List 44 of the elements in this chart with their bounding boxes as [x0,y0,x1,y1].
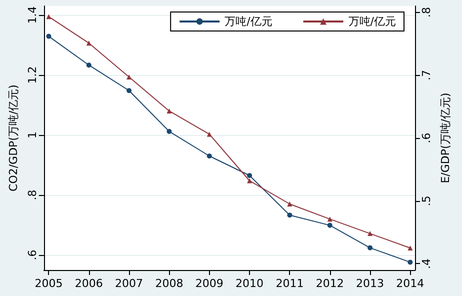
point [408,260,413,265]
x-tick-label: 2007 [115,277,144,290]
x-tick-label: 2009 [195,277,224,290]
x-tick-label: 2014 [396,277,424,290]
point [327,216,332,222]
y-axis-title: CO2/GDP(万吨/亿元) [7,84,20,192]
legend-label: 万吨/亿元 [348,15,396,28]
point [206,154,212,158]
y2-tick-label: .8 [420,7,433,18]
y-tick-label: .6 [26,250,39,260]
point [166,128,172,134]
y2-axis-title: E/GDP(万吨/亿元) [438,92,452,184]
point [126,88,132,94]
point [46,14,52,20]
point [86,40,92,46]
y-tick-label: .8 [26,190,39,200]
point [166,108,172,114]
y-tick-label: 1 [26,132,39,138]
y2-tick-label: .5 [420,196,433,206]
point [206,132,212,137]
point [247,178,252,184]
y2-tick-label: .4 [420,258,433,269]
point [327,222,332,228]
y-tick-label: 1.2 [26,66,39,84]
x-tick-label: 2012 [316,277,344,290]
legend-label: 万吨/亿元 [224,15,272,28]
point [86,62,92,68]
y-tick-label: 1.4 [26,6,39,24]
x-tick-label: 2005 [34,277,63,290]
point [368,245,373,250]
point [247,173,252,178]
x-tick-label: 2013 [356,277,384,290]
point [368,231,373,236]
point [287,212,292,218]
x-tick-label: 2011 [276,277,304,290]
point [46,34,52,39]
point [287,202,292,206]
point [126,74,132,80]
point [408,246,413,250]
y2-tick-label: .7 [420,70,433,80]
x-tick-label: 2010 [236,277,264,290]
x-tick-label: 2008 [155,277,184,290]
x-tick-label: 2006 [74,277,103,290]
y2-tick-label: .6 [420,132,433,144]
